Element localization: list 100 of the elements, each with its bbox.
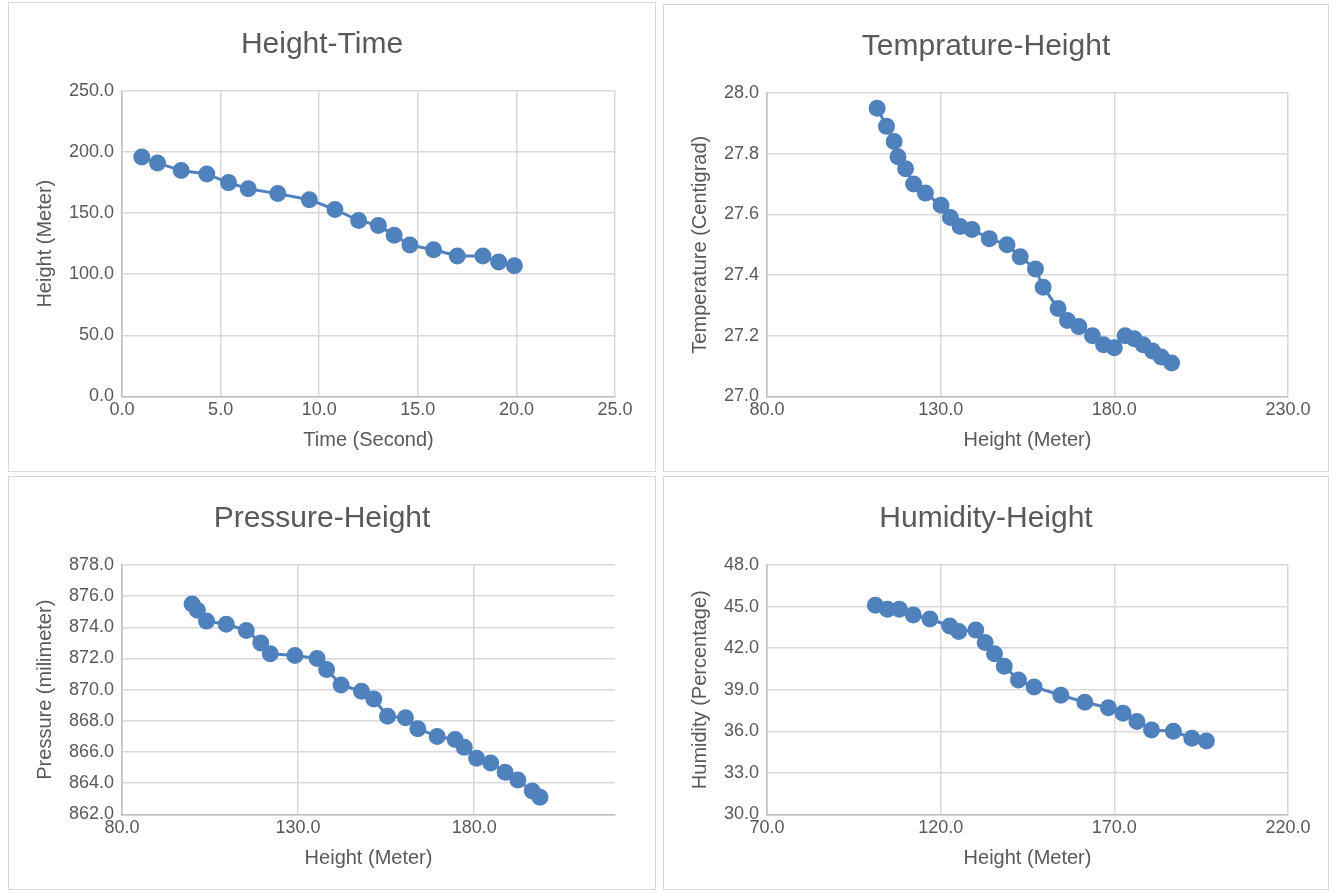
point bbox=[963, 221, 981, 239]
x-tick-label: 230.0 bbox=[1265, 399, 1311, 420]
point bbox=[401, 236, 419, 254]
y-tick-label: 48.0 bbox=[723, 553, 760, 574]
point bbox=[1163, 354, 1181, 372]
point bbox=[217, 615, 235, 633]
point bbox=[332, 676, 350, 694]
point bbox=[396, 709, 414, 727]
x-axis-title: Height (Meter) bbox=[963, 845, 1092, 868]
point bbox=[921, 610, 939, 628]
y-tick-label: 36.0 bbox=[723, 720, 760, 741]
x-tick-label: 25.0 bbox=[597, 399, 633, 420]
point bbox=[490, 253, 508, 271]
point bbox=[308, 650, 326, 668]
point bbox=[904, 606, 922, 624]
chart-title: Humidity-Height bbox=[879, 500, 1094, 534]
point bbox=[885, 133, 903, 151]
point bbox=[172, 161, 190, 179]
y-tick-label: 33.0 bbox=[723, 761, 760, 782]
point bbox=[300, 191, 318, 209]
y-tick-label: 878.0 bbox=[69, 553, 115, 574]
x-tick-label: 10.0 bbox=[301, 399, 337, 420]
point bbox=[1076, 693, 1094, 711]
x-tick-label: 5.0 bbox=[208, 399, 234, 420]
point bbox=[1052, 686, 1070, 704]
y-tick-label: 50.0 bbox=[79, 324, 115, 345]
x-axis-title: Height (Meter) bbox=[963, 427, 1092, 450]
point bbox=[1034, 278, 1052, 296]
x-tick-label: 130.0 bbox=[918, 399, 964, 420]
point bbox=[509, 771, 527, 789]
point bbox=[198, 165, 216, 183]
point bbox=[1070, 318, 1088, 336]
x-tick-label: 220.0 bbox=[1265, 817, 1311, 838]
point bbox=[1128, 713, 1146, 731]
point bbox=[1009, 671, 1027, 689]
point bbox=[198, 612, 216, 630]
point bbox=[468, 749, 486, 767]
y-tick-label: 27.8 bbox=[723, 142, 760, 163]
y-tick-label: 100.0 bbox=[69, 263, 115, 284]
point bbox=[905, 175, 923, 193]
x-tick-label: 170.0 bbox=[1091, 817, 1137, 838]
point bbox=[220, 174, 238, 192]
x-tick-label: 180.0 bbox=[451, 817, 497, 838]
x-tick-label: 120.0 bbox=[918, 817, 964, 838]
point bbox=[950, 623, 968, 641]
point bbox=[505, 257, 523, 275]
point bbox=[1183, 729, 1201, 747]
y-tick-label: 870.0 bbox=[69, 678, 115, 699]
point bbox=[269, 185, 287, 203]
x-tick-label: 15.0 bbox=[400, 399, 436, 420]
point bbox=[239, 180, 257, 198]
point bbox=[1105, 339, 1123, 357]
y-tick-label: 27.4 bbox=[723, 264, 760, 285]
point bbox=[326, 201, 344, 218]
y-tick-label: 27.2 bbox=[723, 324, 760, 345]
chart-title: Pressure-Height bbox=[213, 500, 432, 534]
point bbox=[897, 160, 915, 178]
point bbox=[385, 226, 403, 244]
point bbox=[980, 230, 998, 248]
y-tick-label: 45.0 bbox=[723, 595, 760, 616]
x-axis-title: Time (Second) bbox=[303, 427, 434, 450]
point bbox=[133, 148, 151, 166]
y-tick-label: 28.0 bbox=[723, 81, 760, 102]
y-tick-label: 868.0 bbox=[69, 709, 115, 730]
chart-title: Temprature-Height bbox=[861, 28, 1111, 62]
point bbox=[379, 707, 397, 725]
point bbox=[369, 216, 387, 234]
y-tick-label: 866.0 bbox=[69, 741, 115, 762]
y-axis-title: Humidity (Percentage) bbox=[687, 590, 710, 790]
point bbox=[1164, 722, 1182, 740]
x-axis-title: Height (Meter) bbox=[304, 845, 433, 868]
y-axis-title: Temperature (Centigrad) bbox=[687, 135, 710, 354]
y-tick-label: 864.0 bbox=[69, 772, 115, 793]
point bbox=[1143, 721, 1161, 739]
point bbox=[1197, 732, 1215, 750]
point bbox=[261, 645, 279, 663]
point bbox=[986, 645, 1004, 663]
point bbox=[318, 660, 336, 678]
point bbox=[286, 646, 304, 664]
point bbox=[889, 148, 907, 166]
point bbox=[868, 99, 886, 117]
y-tick-label: 872.0 bbox=[69, 647, 115, 668]
point bbox=[496, 763, 514, 781]
y-axis-title: Pressure (milimeter) bbox=[32, 599, 55, 780]
y-tick-label: 27.6 bbox=[723, 203, 760, 224]
y-axis-title: Height (Meter) bbox=[32, 179, 55, 308]
point bbox=[1011, 248, 1029, 266]
y-tick-label: 250.0 bbox=[69, 79, 115, 100]
point bbox=[1049, 299, 1067, 317]
point bbox=[967, 621, 985, 639]
point bbox=[995, 657, 1013, 675]
point bbox=[455, 738, 473, 756]
y-tick-label: 39.0 bbox=[723, 678, 760, 699]
point bbox=[1114, 704, 1132, 722]
chart-title: Height-Time bbox=[240, 26, 404, 60]
point bbox=[932, 196, 950, 214]
y-tick-label: 150.0 bbox=[69, 202, 115, 223]
point bbox=[237, 621, 255, 639]
x-tick-label: 20.0 bbox=[498, 399, 534, 420]
x-tick-label: 130.0 bbox=[275, 817, 321, 838]
